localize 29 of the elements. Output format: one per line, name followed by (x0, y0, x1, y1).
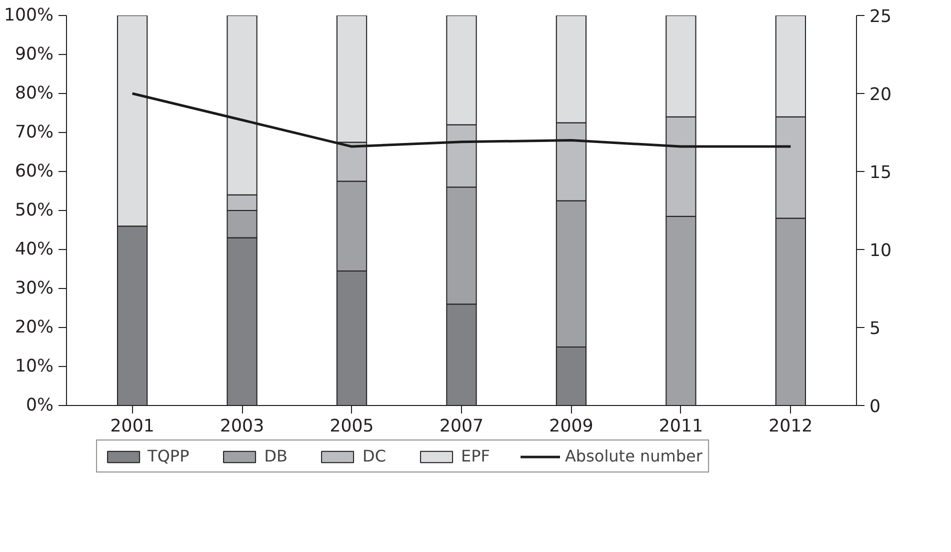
y-tick-label: 30% (14, 278, 54, 298)
x-tick-label: 2001 (110, 416, 154, 436)
y-tick-label: 90% (14, 44, 54, 64)
y-tick-label: 70% (14, 122, 54, 142)
y2-tick-label: 5 (870, 319, 881, 339)
x-tick-label: 2005 (330, 416, 374, 436)
legend-label: TQPP (148, 446, 190, 466)
y2-tick-label: 15 (870, 163, 892, 183)
y-tick-label: 60% (14, 162, 54, 182)
y2-tick-label: 20 (870, 85, 892, 105)
x-tick-label: 2009 (549, 416, 594, 436)
y2-tick-label: 25 (870, 7, 892, 27)
y-tick-label: 80% (14, 84, 54, 104)
legend-label: DC (362, 446, 386, 466)
legend-label: DB (264, 446, 288, 466)
x-tick-label: 2007 (439, 416, 484, 436)
y-tick-label: 100% (4, 6, 54, 26)
legend-label: EPF (461, 446, 490, 466)
y-tick-label: 40% (14, 240, 54, 260)
x-tick-label: 2012 (768, 416, 813, 436)
y-tick-label: 50% (14, 200, 54, 220)
y-tick-label: 20% (14, 318, 54, 338)
x-tick-label: 2003 (220, 416, 264, 436)
y-tick-label: 0% (26, 396, 54, 416)
x-tick-label: 2011 (658, 416, 704, 436)
y2-tick-label: 10 (870, 241, 892, 261)
y2-tick-label: 0 (870, 397, 881, 417)
legend-label: Absolute number (564, 446, 702, 466)
y-tick-label: 10% (14, 356, 54, 376)
